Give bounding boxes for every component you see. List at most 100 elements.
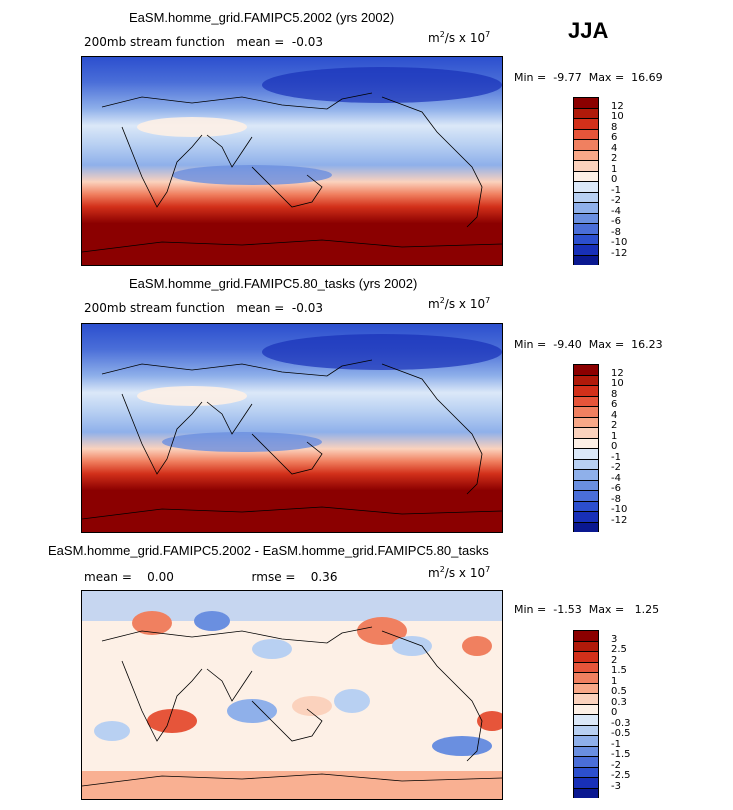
colorbar-1-label-3: 6 — [611, 132, 618, 143]
colorbar-3-label-14: -3 — [611, 780, 621, 792]
colorbar-1-label-8: -1 — [611, 184, 621, 196]
colorbar-3-label-5: 0.5 — [611, 686, 627, 697]
colorbar-1-label-2: 8 — [611, 121, 618, 133]
colorbar-1-swatch-7 — [573, 170, 599, 181]
colorbar-2-swatch-0 — [573, 364, 599, 375]
colorbar-1-swatch-1 — [573, 107, 599, 118]
panel-3-max-value: 1.25 — [634, 603, 660, 616]
colorbar-3-swatch-1 — [573, 640, 599, 651]
panel-3-minmax: Min = -1.53 Max = 1.25 — [514, 603, 660, 616]
colorbar-1-label-9: -2 — [611, 195, 621, 206]
colorbar-2-label-1: 10 — [611, 378, 624, 389]
colorbar-2-label-2: 8 — [611, 388, 618, 400]
colorbar-2-label-9: -2 — [611, 462, 621, 473]
colorbar-1-swatch-14 — [573, 244, 599, 255]
panel-2-units: m2/s x 107 — [428, 296, 491, 311]
colorbar-1-label-12: -8 — [611, 226, 621, 238]
colorbar-1-label-4: 4 — [611, 142, 618, 154]
colorbar-3-swatch-11 — [573, 745, 599, 756]
colorbar-2-label-7: 0 — [611, 441, 618, 452]
colorbar-2-swatch-2 — [573, 385, 599, 396]
panel-1-mean-value: -0.03 — [291, 35, 323, 49]
colorbar-2-swatch-13 — [573, 500, 599, 511]
panel-2-max-value: 16.23 — [631, 338, 663, 351]
colorbar-2-swatch-12 — [573, 490, 599, 501]
colorbar-1-swatch-12 — [573, 223, 599, 234]
panel-2-colorbar: 12 10 8 6 4 2 1 0 -1 -2 -4 -6 -8 -10 -12 — [573, 364, 627, 532]
colorbar-1-swatch-15 — [573, 254, 599, 265]
colorbar-1-label-6: 1 — [611, 163, 618, 175]
colorbar-1-swatch-2 — [573, 118, 599, 129]
colorbar-3-label-0: 3 — [611, 633, 618, 645]
colorbar-1-label-13: -10 — [611, 237, 628, 248]
colorbar-1-label-5: 2 — [611, 153, 618, 164]
colorbar-3-label-7: 0 — [611, 707, 618, 718]
colorbar-1-swatch-6 — [573, 160, 599, 171]
colorbar-2-swatch-11 — [573, 479, 599, 490]
colorbar-3-label-13: -2.5 — [611, 770, 631, 781]
colorbar-3-label-9: -0.5 — [611, 728, 631, 739]
colorbar-3-label-3: 1.5 — [611, 665, 627, 676]
panel-1-min-value: -9.77 — [553, 71, 582, 84]
colorbar-2-swatch-5 — [573, 416, 599, 427]
colorbar-3-swatch-8 — [573, 714, 599, 725]
colorbar-1-label-1: 10 — [611, 111, 624, 122]
colorbar-2-label-0: 12 — [611, 367, 624, 379]
panel-1-field-text: 200mb stream function — [84, 35, 225, 49]
colorbar-2-label-12: -8 — [611, 493, 621, 505]
panel-2-field-label: 200mb stream function mean = -0.03 — [84, 301, 323, 315]
colorbar-3-swatch-10 — [573, 735, 599, 746]
panel-2-min-value: -9.40 — [553, 338, 582, 351]
colorbar-2-label-8: -1 — [611, 451, 621, 463]
colorbar-3-swatch-14 — [573, 777, 599, 788]
colorbar-2-label-13: -10 — [611, 504, 628, 515]
panel-2-title: EaSM.homme_grid.FAMIPC5.80_tasks (yrs 20… — [129, 276, 418, 291]
colorbar-2-swatch-9 — [573, 458, 599, 469]
colorbar-1-swatch-0 — [573, 97, 599, 108]
colorbar-3-swatch-0 — [573, 630, 599, 641]
colorbar-1-swatch-10 — [573, 202, 599, 213]
panel-1-colorbar: 12 10 8 6 4 2 1 0 -1 -2 -4 -6 -8 -10 -12 — [573, 97, 627, 265]
colorbar-1-swatch-3 — [573, 128, 599, 139]
colorbar-3-swatch-9 — [573, 724, 599, 735]
colorbar-3-swatch-15 — [573, 787, 599, 798]
colorbar-1-label-11: -6 — [611, 216, 621, 227]
colorbar-3-swatch-7 — [573, 703, 599, 714]
panel-1-minmax: Min = -9.77 Max = 16.69 — [514, 71, 663, 84]
colorbar-2-swatch-14 — [573, 511, 599, 522]
panel-1-units: m2/s x 107 — [428, 30, 491, 45]
panel-3-title: EaSM.homme_grid.FAMIPC5.2002 - EaSM.homm… — [48, 543, 489, 558]
colorbar-3-swatch-4 — [573, 672, 599, 683]
colorbar-2-swatch-8 — [573, 448, 599, 459]
panel-3-stats: mean = 0.00 rmse = 0.36 — [84, 570, 338, 584]
panel-3-colorbar: 3 2.5 2 1.5 1 0.5 0.3 0 -0.3 -0.5 -1 -1.5 -2 -2.5 -3 — [573, 630, 631, 798]
panel-2-mean-value: -0.03 — [291, 301, 323, 315]
season-label: JJA — [568, 18, 609, 43]
panel-1-max-value: 16.69 — [631, 71, 663, 84]
colorbar-1-swatch-9 — [573, 191, 599, 202]
colorbar-3-swatch-12 — [573, 756, 599, 767]
colorbar-1-swatch-4 — [573, 139, 599, 150]
colorbar-3-label-12: -2 — [611, 759, 621, 771]
colorbar-1-swatch-8 — [573, 181, 599, 192]
colorbar-1-label-0: 12 — [611, 100, 624, 112]
colorbar-1-label-14: -12 — [611, 247, 628, 259]
colorbar-3-label-10: -1 — [611, 738, 621, 750]
colorbar-2-label-10: -4 — [611, 472, 621, 484]
colorbar-2-swatch-6 — [573, 427, 599, 438]
panel-1-map — [81, 56, 503, 266]
colorbar-2-swatch-3 — [573, 395, 599, 406]
colorbar-2-swatch-4 — [573, 406, 599, 417]
colorbar-2-swatch-7 — [573, 437, 599, 448]
panel-1-field-label: 200mb stream function mean = -0.03 — [84, 35, 323, 49]
colorbar-1-swatch-13 — [573, 233, 599, 244]
colorbar-3-label-4: 1 — [611, 675, 618, 687]
panel-2-map — [81, 323, 503, 533]
colorbar-2-label-5: 2 — [611, 420, 618, 431]
colorbar-3-label-11: -1.5 — [611, 749, 631, 760]
panel-3-mean-value: 0.00 — [147, 570, 174, 584]
colorbar-3-label-1: 2.5 — [611, 644, 627, 655]
colorbar-1-label-7: 0 — [611, 174, 618, 185]
colorbar-1-label-10: -4 — [611, 205, 621, 217]
panel-3-rmse-value: 0.36 — [310, 570, 338, 584]
